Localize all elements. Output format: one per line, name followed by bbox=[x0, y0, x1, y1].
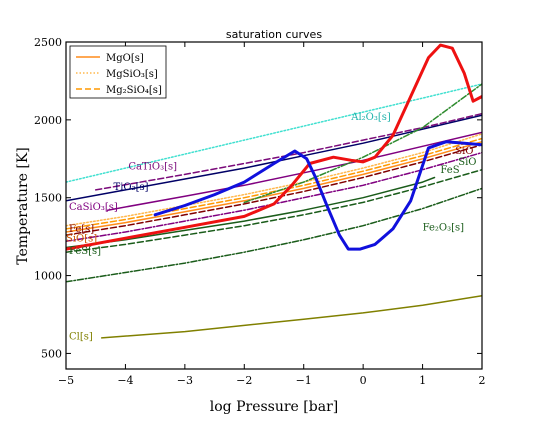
series-line-0 bbox=[66, 83, 482, 183]
x-tick-label: −1 bbox=[296, 374, 312, 387]
curve-label-11: SiO bbox=[458, 157, 476, 168]
y-tick-label: 1500 bbox=[34, 192, 62, 205]
plot-frame bbox=[65, 41, 483, 370]
series-line-15 bbox=[153, 140, 482, 251]
curve-label-2: TiO₂[s] bbox=[114, 182, 149, 193]
series-line-13 bbox=[100, 295, 482, 339]
curve-label-10: FeS bbox=[440, 165, 459, 176]
x-axis-label: log Pressure [bar] bbox=[210, 399, 338, 415]
annotation-layer: Al₂O₃[s]CaTiO₃[s]TiO₂[s]CaSiO₃[s]Fe[s]Si… bbox=[66, 112, 476, 343]
series-line-14 bbox=[66, 43, 482, 251]
y-tick-label: 2000 bbox=[34, 114, 62, 127]
chart-title: saturation curves bbox=[226, 28, 322, 41]
curve-label-7: Cl[s] bbox=[69, 331, 93, 342]
series-line-10 bbox=[66, 168, 482, 253]
x-tick-label: 1 bbox=[419, 374, 426, 387]
series-layer bbox=[66, 43, 482, 339]
legend-label-0: MgO[s] bbox=[106, 53, 144, 64]
x-tick-label: −2 bbox=[236, 374, 252, 387]
curve-label-0: Al₂O₃[s] bbox=[350, 112, 391, 123]
series-line-4 bbox=[66, 144, 482, 236]
y-tick-label: 1000 bbox=[34, 270, 62, 283]
legend-label-1: MgSiO₃[s] bbox=[106, 69, 158, 80]
series-line-11 bbox=[66, 187, 482, 283]
curve-label-8: Fe₂O₃[s] bbox=[423, 222, 465, 233]
x-tick-label: −3 bbox=[177, 374, 193, 387]
y-tick-label: 500 bbox=[41, 347, 62, 360]
curve-label-3: CaSiO₃[s] bbox=[69, 202, 118, 213]
y-axis-label: Temperature [K] bbox=[15, 147, 31, 265]
series-line-12 bbox=[243, 83, 482, 204]
curve-label-6: FeS[s] bbox=[69, 246, 101, 257]
x-tick-label: 2 bbox=[479, 374, 486, 387]
x-tick-label: 0 bbox=[360, 374, 367, 387]
y-tick-label: 2500 bbox=[34, 36, 62, 49]
series-line-6 bbox=[66, 140, 482, 233]
curve-label-1: CaTiO₃[s] bbox=[128, 162, 177, 173]
legend-label-2: Mg₂SiO₄[s] bbox=[106, 85, 162, 96]
series-line-9 bbox=[66, 176, 436, 249]
curve-label-4: Fe[s] bbox=[69, 224, 94, 235]
legend: MgO[s] MgSiO₃[s] Mg₂SiO₄[s] bbox=[69, 45, 167, 99]
x-tick-label: −4 bbox=[117, 374, 133, 387]
curve-label-5: SiO[s] bbox=[66, 233, 97, 244]
curve-label-9: SiO bbox=[455, 146, 473, 157]
series-line-7 bbox=[66, 133, 482, 227]
x-tick-label: −5 bbox=[58, 374, 74, 387]
